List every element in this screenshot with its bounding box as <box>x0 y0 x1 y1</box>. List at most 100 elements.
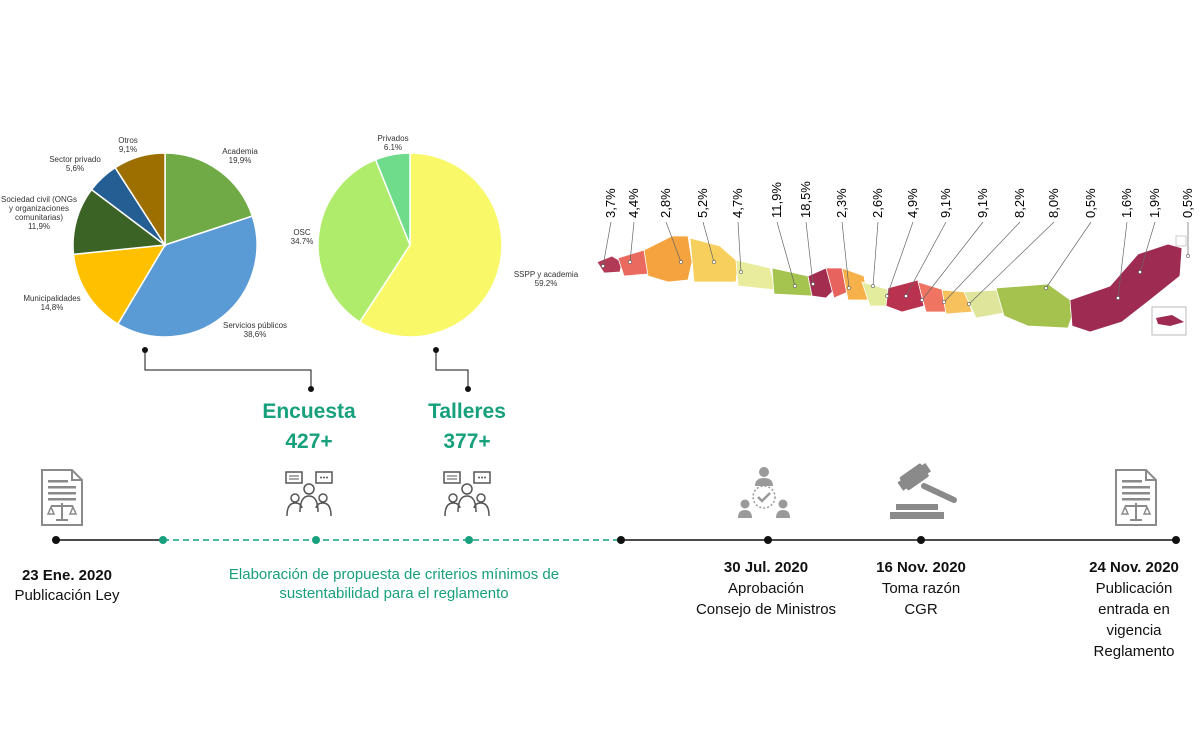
leader-line <box>921 221 984 301</box>
pie-slice <box>164 152 254 247</box>
leader-line <box>968 221 1055 305</box>
encuesta-connector <box>142 347 314 392</box>
pie-slice-label: Sociedad civil (ONGs <box>1 195 77 204</box>
leader-dot <box>1138 270 1142 274</box>
pie-slice <box>358 152 503 338</box>
pie-slice <box>374 152 411 246</box>
leader-line <box>737 221 742 273</box>
leader-dot <box>920 298 924 302</box>
pie-slice-value: 11,9% <box>28 222 50 231</box>
discussion-group-icon <box>285 471 333 517</box>
talleres-connector <box>433 347 471 392</box>
region-percentage: 4,4% <box>626 188 641 218</box>
leader-dot <box>811 282 815 286</box>
event-date: 24 Nov. 2020 <box>1089 559 1179 576</box>
leader-dot <box>967 302 971 306</box>
talleres-title: Talleres <box>428 400 506 423</box>
region-percentage: 2,6% <box>870 188 885 218</box>
region-percentage: 3,7% <box>603 188 618 218</box>
region-percentage: 5,2% <box>695 188 710 218</box>
leader-line <box>905 221 947 297</box>
event-date: 30 Jul. 2020 <box>724 559 808 576</box>
pie-slice-label: SSPP y academia <box>514 270 579 279</box>
timeline <box>52 536 1180 544</box>
law-document-icon <box>1115 469 1157 526</box>
leader-line <box>872 221 879 287</box>
leader-dot <box>712 260 716 264</box>
pie-slice-label: Otros <box>118 136 138 145</box>
region-percentage: 1,6% <box>1119 188 1134 218</box>
leader-line <box>776 221 796 287</box>
pie-slice <box>116 215 258 338</box>
event-description: Toma razón <box>882 580 960 597</box>
leader-line <box>702 221 715 263</box>
region-percentage: 8,2% <box>1012 188 1027 218</box>
process-description: sustentabilidad para el reglamento <box>279 585 508 602</box>
region-percentage: 2,8% <box>658 188 673 218</box>
leader-line <box>805 221 814 285</box>
timeline-dot <box>617 536 625 544</box>
region-percentage: 8,0% <box>1046 188 1061 218</box>
map-region <box>1069 243 1183 333</box>
pie-slice-value: 19,9% <box>229 156 252 165</box>
leader-line <box>1139 221 1156 273</box>
leader-dot <box>1186 254 1190 258</box>
pie-slice-value: 6.1% <box>384 143 402 152</box>
event-description: Reglamento <box>1094 643 1175 660</box>
timeline-dot <box>1172 536 1180 544</box>
leader-dot <box>601 264 605 268</box>
event-description: Publicación <box>1096 580 1173 597</box>
timeline-dot <box>52 536 60 544</box>
region-percentage: 9,1% <box>938 188 953 218</box>
encuesta-title: Encuesta <box>262 400 356 423</box>
map-region <box>771 267 813 297</box>
leader-dot <box>871 284 875 288</box>
map-frame-marker <box>1175 235 1187 247</box>
event-description: entrada en <box>1098 601 1170 618</box>
leader-line <box>602 221 612 267</box>
leader-dot <box>628 260 632 264</box>
leader-dot <box>679 260 683 264</box>
region-percentage: 11,9% <box>769 182 784 218</box>
event-description: Aprobación <box>728 580 804 597</box>
region-percentage: 2,3% <box>834 188 849 218</box>
antarctica-territory <box>1156 315 1184 326</box>
leader-line <box>1045 221 1092 289</box>
leader-dot <box>739 270 743 274</box>
encuesta-count: 427+ <box>285 430 332 453</box>
pie-slice-value: 34.7% <box>291 237 314 246</box>
leader-line <box>886 221 914 297</box>
pie-slice-label: comunitarias) <box>15 213 63 222</box>
timeline-dot <box>465 536 473 544</box>
region-percentage: 1,9% <box>1147 188 1162 218</box>
region-percentage: 4,7% <box>730 188 745 218</box>
pie-slice-value: 9,1% <box>119 145 137 154</box>
timeline-dot <box>159 536 167 544</box>
pie-slice <box>72 188 167 256</box>
leader-dot <box>885 294 889 298</box>
leader-line <box>841 221 850 289</box>
timeline-dot <box>312 536 320 544</box>
leader-dot <box>942 300 946 304</box>
event-description: vigencia <box>1106 622 1162 639</box>
map-region <box>643 235 693 283</box>
region-percentage: 0,5% <box>1180 188 1195 218</box>
pie-slice-value: 14,8% <box>41 303 64 312</box>
leader-line <box>1117 221 1128 299</box>
event-date: 23 Ene. 2020 <box>22 567 112 584</box>
region-percentage: 0,5% <box>1083 188 1098 218</box>
pie-slice-value: 5,6% <box>66 164 84 173</box>
leader-dot <box>1044 286 1048 290</box>
pie-slice <box>317 158 411 324</box>
leader-line <box>629 221 635 263</box>
map-region <box>917 281 947 313</box>
leader-dot <box>847 286 851 290</box>
talleres-count: 377+ <box>443 430 490 453</box>
region-percentage: 4,9% <box>905 188 920 218</box>
region-percentage: 9,1% <box>975 188 990 218</box>
chile-regions-map: 3,7% 4,4% 2,8% 5,2% 4,7% 11,9% 18,5% 2,3% 2,6% 4,… <box>596 181 1195 336</box>
leader-line <box>665 221 682 263</box>
leader-line <box>943 221 1021 303</box>
